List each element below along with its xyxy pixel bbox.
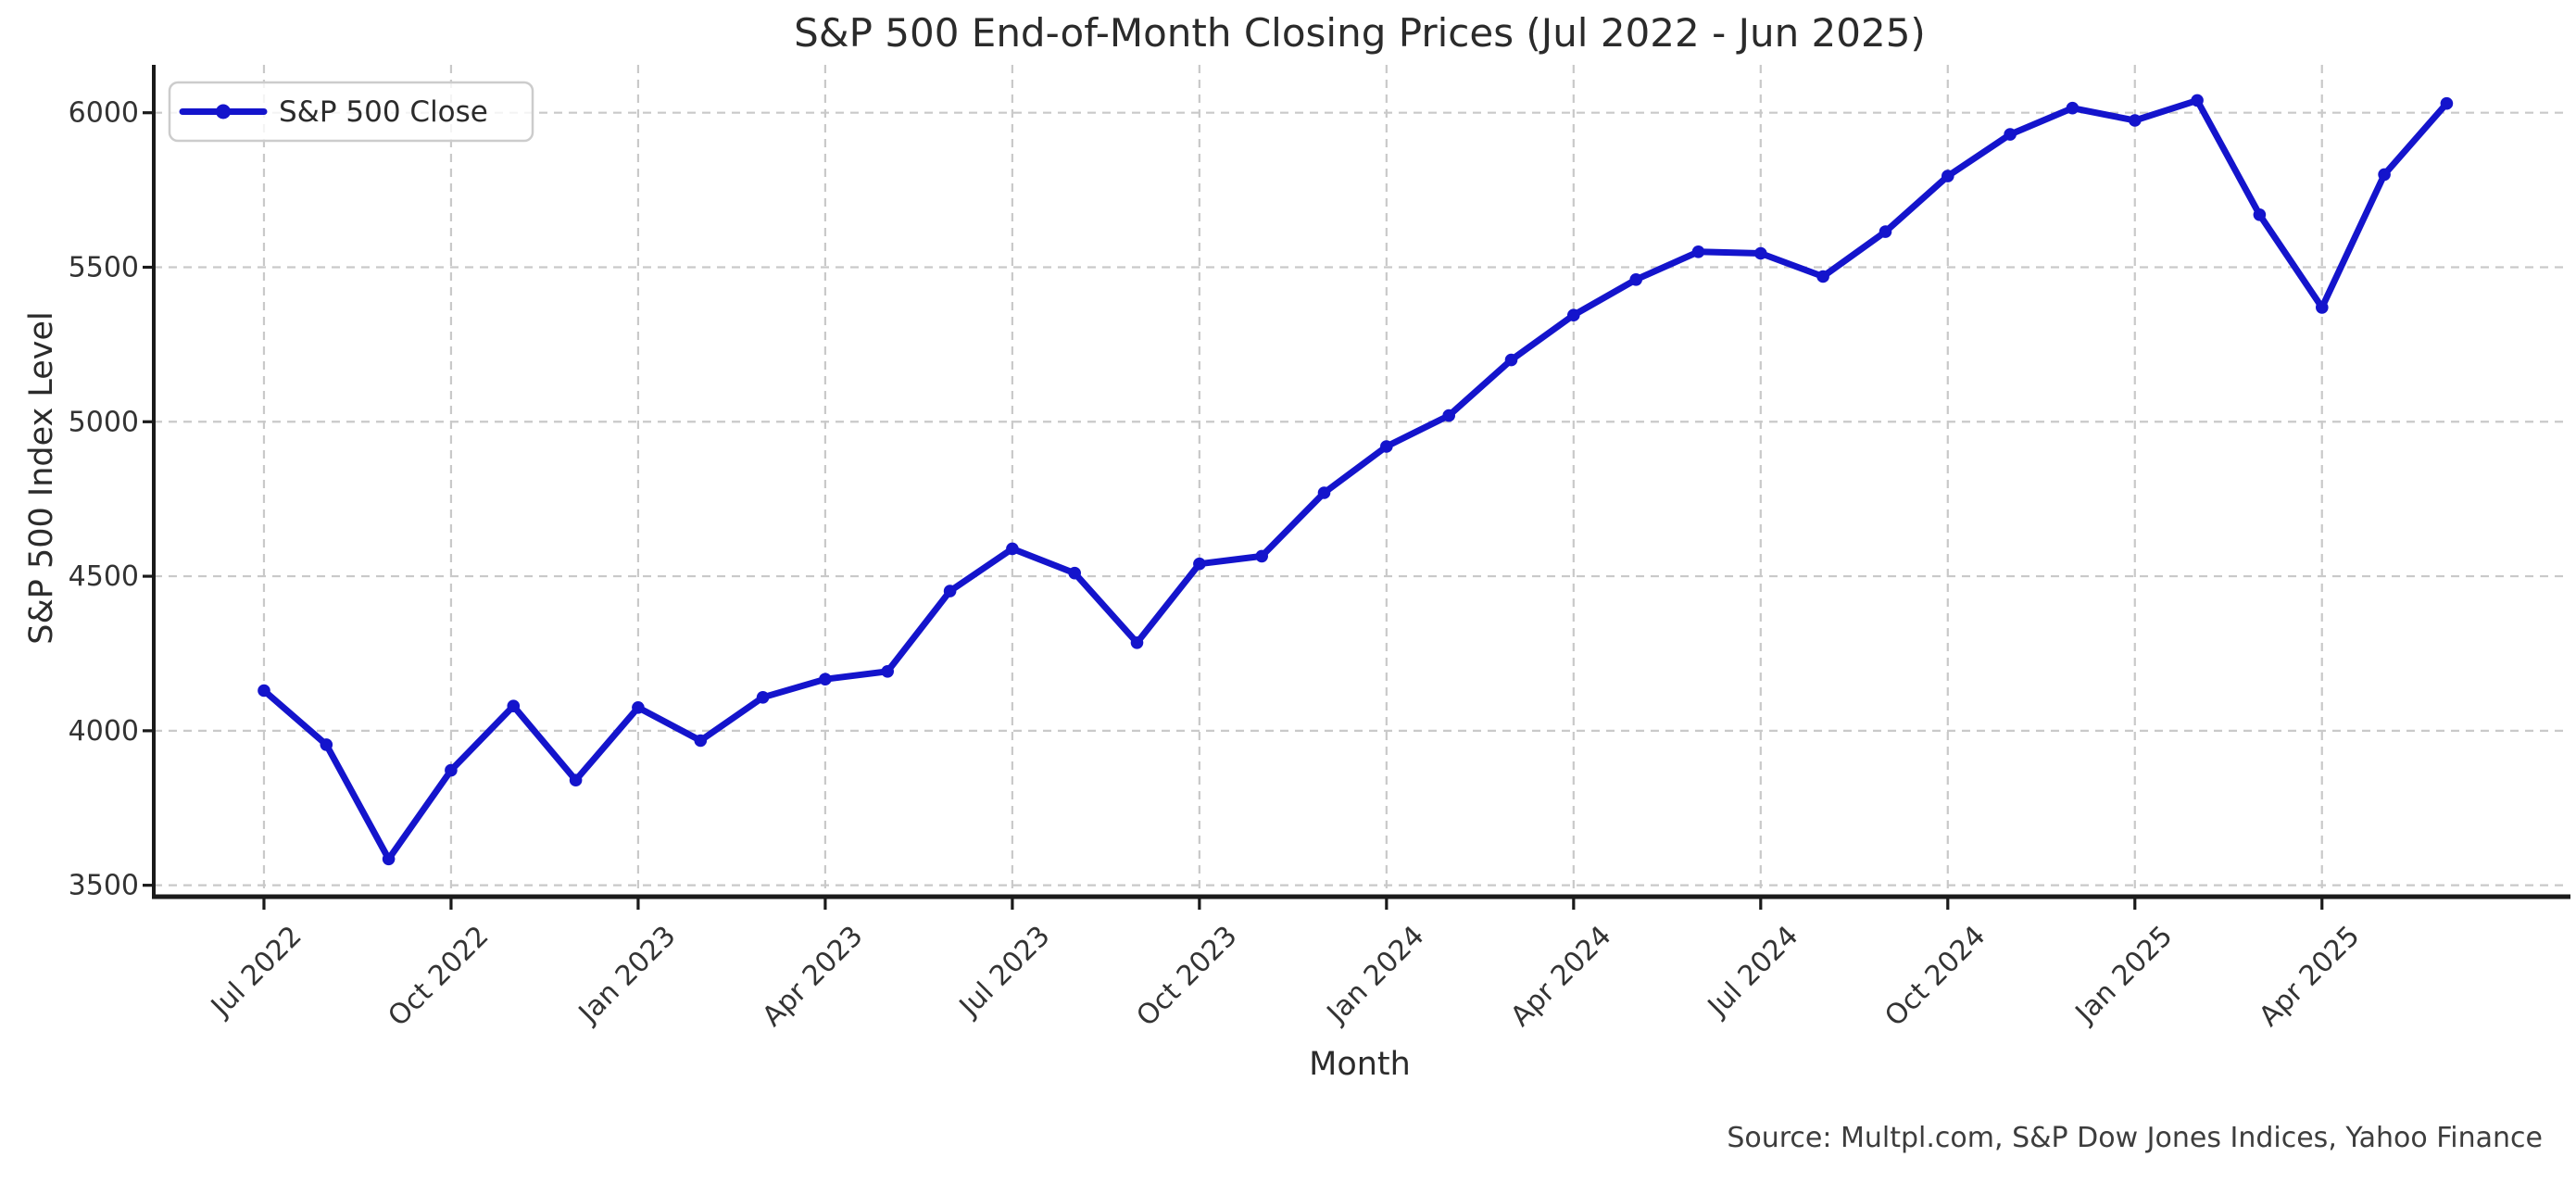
data-point-marker — [2129, 114, 2142, 127]
data-point-marker — [1193, 557, 1206, 571]
data-point-marker — [1006, 542, 1019, 556]
data-point-marker — [445, 763, 458, 777]
x-tick-label: Jul 2024 — [1701, 920, 1804, 1024]
y-tick-label: 4500 — [69, 560, 139, 593]
axis-ticks — [143, 111, 2324, 910]
legend-marker-icon — [216, 104, 231, 119]
data-point-marker — [1816, 270, 1829, 283]
x-tick-label: Jul 2023 — [952, 920, 1056, 1024]
x-tick-label: Jan 2025 — [2068, 920, 2180, 1031]
data-point-marker — [2253, 208, 2267, 221]
data-point-marker — [2066, 101, 2080, 115]
data-point-marker — [320, 738, 333, 751]
legend: S&P 500 Close — [168, 81, 534, 143]
y-tick-label: 3500 — [69, 870, 139, 902]
data-point-marker — [2316, 301, 2329, 314]
x-tick-label: Jul 2022 — [204, 920, 308, 1024]
data-point-marker — [258, 684, 270, 698]
data-point-marker — [1380, 440, 1393, 453]
axis-tick-labels: 3500 4000 4500 5000 5500 6000 Jul 2022 Oct 2022… — [69, 97, 2367, 1033]
axes-spines — [152, 65, 2570, 899]
price-line — [260, 96, 2450, 862]
data-point-marker — [1941, 170, 1954, 182]
x-axis-label: Month — [1309, 1046, 1411, 1083]
y-tick-label: 6000 — [69, 97, 139, 130]
data-point-marker — [1629, 273, 1642, 286]
grid — [154, 65, 2566, 897]
data-point-marker — [1255, 549, 1268, 563]
data-point-marker — [694, 734, 708, 748]
x-tick-label: Jan 2023 — [572, 920, 683, 1031]
data-point-marker — [1442, 409, 1455, 422]
x-tick-label: Apr 2025 — [2253, 920, 2366, 1033]
x-tick-label: Oct 2024 — [1879, 920, 1992, 1033]
y-tick-label: 4000 — [69, 715, 139, 748]
x-tick-label: Oct 2022 — [382, 920, 495, 1033]
data-point-marker — [382, 852, 396, 866]
data-point-marker — [2378, 168, 2391, 182]
data-point-marker — [2004, 128, 2017, 141]
series-layer — [258, 94, 2454, 866]
data-point-marker — [1130, 636, 1144, 649]
chart-title: S&P 500 End-of-Month Closing Prices (Jul… — [794, 10, 1926, 56]
legend-box — [168, 81, 534, 143]
data-point-marker — [507, 699, 521, 712]
data-point-marker — [632, 701, 645, 714]
data-point-marker — [2191, 94, 2204, 107]
data-point-marker — [1504, 353, 1518, 367]
x-tick-label: Apr 2023 — [756, 920, 869, 1033]
y-tick-label: 5500 — [69, 251, 139, 283]
data-point-marker — [881, 665, 894, 678]
x-tick-label: Jan 2024 — [1320, 920, 1431, 1031]
data-point-marker — [1068, 566, 1081, 580]
data-point-marker — [1879, 225, 1892, 238]
y-tick-label: 5000 — [69, 406, 139, 438]
data-point-marker — [819, 673, 832, 685]
source-note: Source: Multpl.com, S&P Dow Jones Indice… — [1727, 1122, 2543, 1154]
x-tick-label: Oct 2023 — [1130, 920, 1243, 1033]
data-point-marker — [1567, 308, 1580, 322]
x-tick-label: Apr 2024 — [1504, 920, 1617, 1033]
data-point-marker — [1317, 486, 1331, 499]
data-point-marker — [1691, 245, 1705, 258]
data-point-marker — [756, 691, 770, 704]
y-axis-label: S&P 500 Index Level — [23, 311, 60, 645]
data-point-marker — [943, 585, 957, 597]
data-point-marker — [1754, 246, 1767, 260]
data-point-marker — [569, 773, 583, 786]
data-point-marker — [2440, 96, 2454, 110]
legend-label: S&P 500 Close — [279, 95, 488, 129]
